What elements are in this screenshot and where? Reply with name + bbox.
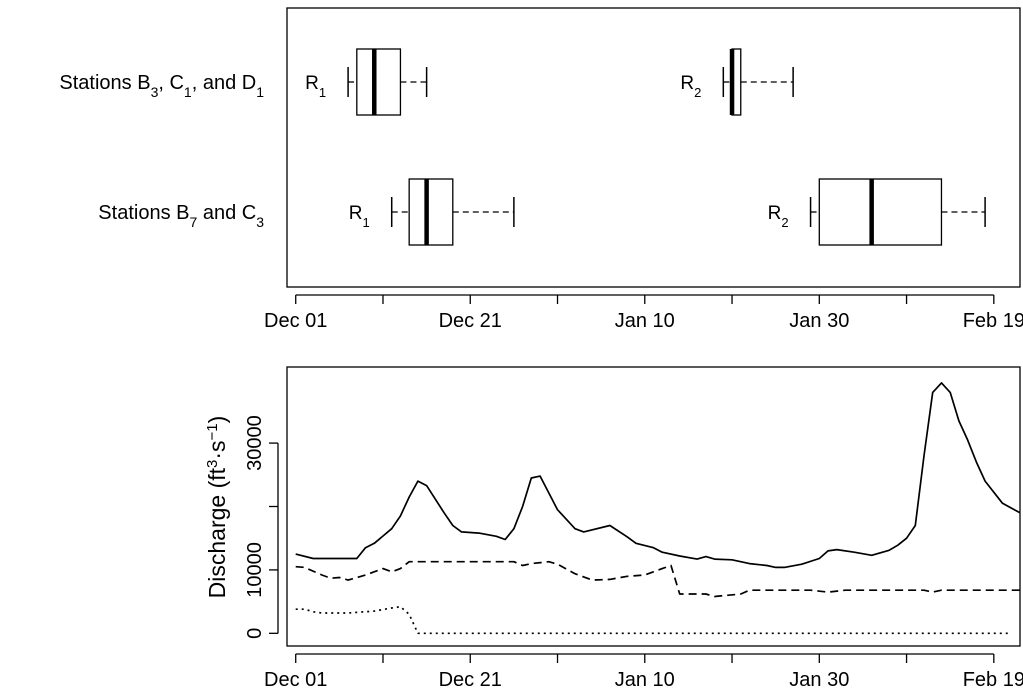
box-label: R2 (680, 73, 701, 100)
boxplot-x-tick-label: Jan 10 (615, 310, 675, 332)
discharge-plot-frame (286, 366, 1021, 647)
discharge-series (295, 382, 1020, 635)
discharge-panel: 0 10000 30000 Dec 01 Dec 21 Jan 10 Jan 30 Feb … (204, 366, 1023, 691)
boxplot-groups: Stations B3, C1, and D1 R1 R2 Stations B7 a… (59, 48, 986, 246)
discharge-x-axis: Dec 01 Dec 21 Jan 10 Jan 30 Feb 19 (264, 653, 1023, 691)
box-label: R1 (305, 73, 326, 100)
group-label: Stations B7 and C3 (98, 202, 264, 230)
boxplot-x-tick-label: Dec 21 (439, 310, 502, 332)
discharge-y-axis: 0 10000 30000 (244, 415, 279, 639)
discharge-x-tick-label: Jan 10 (615, 669, 675, 691)
series-dashed-line (295, 560, 1020, 598)
box-iqr (408, 178, 454, 246)
box-label: R2 (768, 203, 789, 230)
boxplot-x-tick-label: Dec 01 (264, 310, 327, 332)
box-iqr (356, 48, 402, 116)
boxplot-x-tick-label: Jan 30 (789, 310, 849, 332)
series-dotted-line (295, 605, 1012, 635)
boxplot-x-tick-label: Feb 19 (963, 310, 1023, 332)
y-tick-label: 10000 (244, 542, 266, 598)
boxplot-panel: Stations B3, C1, and D1 R1 R2 Stations B7 a… (59, 7, 1023, 332)
discharge-y-axis-label: Discharge (ft3·s−1) (204, 416, 231, 599)
box-R2: R2 (680, 48, 794, 116)
discharge-x-tick-label: Jan 30 (789, 669, 849, 691)
y-tick-label: 30000 (244, 415, 266, 471)
box-R2: R2 (768, 178, 986, 246)
group-label: Stations B3, C1, and D1 (59, 72, 264, 100)
discharge-x-tick-label: Feb 19 (963, 669, 1023, 691)
boxplot-x-axis: Dec 01 Dec 21 Jan 10 Jan 30 Feb 19 (264, 294, 1023, 332)
discharge-x-tick-label: Dec 01 (264, 669, 327, 691)
y-tick-label: 0 (244, 628, 266, 639)
boxplot-plot-frame (286, 7, 1021, 288)
box-R1: R1 (349, 178, 515, 246)
box-R1: R1 (305, 48, 428, 116)
series-solid-line (295, 382, 1020, 569)
box-label: R1 (349, 203, 370, 230)
discharge-x-tick-label: Dec 21 (439, 669, 502, 691)
box-iqr (818, 178, 943, 246)
